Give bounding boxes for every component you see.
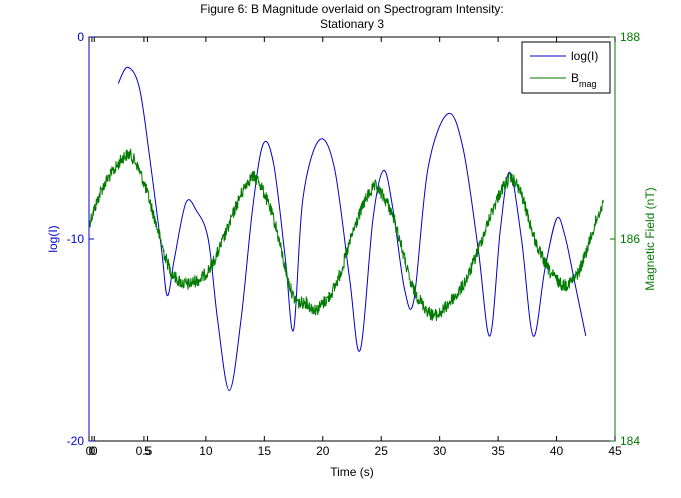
x-tick-label: 25 — [375, 444, 389, 458]
x-axis-label: Time (s) — [330, 465, 374, 479]
y-left-tick-label: -10 — [67, 232, 85, 246]
chart-title-line-1: Figure 6: B Magnitude overlaid on Spectr… — [200, 2, 504, 16]
chart-title-line-2: Stationary 3 — [320, 17, 384, 31]
y-right-tick-label: 188 — [620, 30, 640, 44]
x-tick-label: 35 — [491, 444, 505, 458]
x-tick-label: 0 — [89, 444, 96, 458]
y-axis-left-label: log(I) — [46, 225, 60, 252]
legend-label-b-sub: mag — [579, 79, 597, 89]
series-log-i-line — [117, 66, 587, 392]
plot-area — [89, 37, 615, 441]
legend: log(I) Bmag — [521, 41, 611, 94]
legend-box — [521, 41, 611, 94]
x-tick-label: 0 — [91, 444, 98, 458]
x-tick-label: 15 — [258, 444, 272, 458]
series-b-mag-line — [88, 148, 604, 322]
y-left-tick-label: 0 — [77, 30, 84, 44]
legend-label-b-main: B — [571, 71, 579, 85]
y-axis-right-label: Magnetic Field (nT) — [643, 187, 657, 290]
x-tick-label: 0 — [86, 444, 93, 458]
x-tick-label: 5 — [144, 444, 151, 458]
legend-label-b: Bmag — [571, 71, 597, 89]
x-tick-label: 30 — [433, 444, 447, 458]
x-tick-label: 10 — [199, 444, 213, 458]
x-tick-label: 20 — [316, 444, 330, 458]
y-right-tick-label: 184 — [620, 434, 640, 448]
legend-label-log-i: log(I) — [571, 49, 598, 63]
x-tick-label: 40 — [550, 444, 564, 458]
y-right-tick-label: 186 — [620, 232, 640, 246]
x-tick-label: 0.5 — [136, 444, 153, 458]
x-tick-label: 45 — [608, 444, 622, 458]
y-left-tick-label: -20 — [67, 434, 85, 448]
